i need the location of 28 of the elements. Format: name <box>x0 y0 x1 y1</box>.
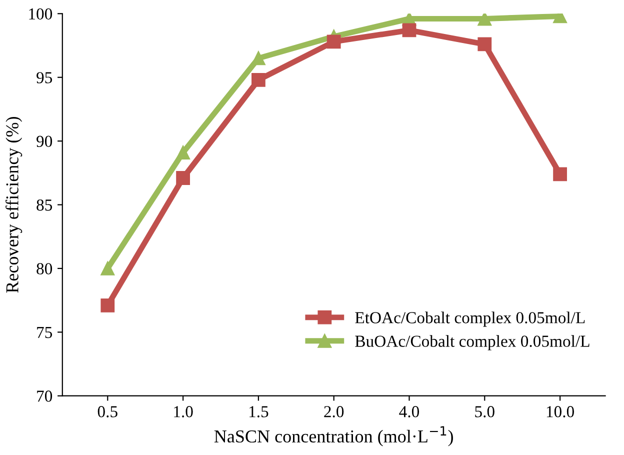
point <box>326 34 341 49</box>
x-axis-title: NaSCN concentration (mol·L$^{−1}$) <box>214 426 453 446</box>
y-tick-label: 95 <box>36 72 52 84</box>
y-tick-label: 85 <box>36 199 52 211</box>
point <box>478 37 492 52</box>
y-tick-label: 80 <box>36 263 52 274</box>
point <box>553 167 567 182</box>
point <box>176 146 190 160</box>
point <box>402 23 416 38</box>
x-tick-label: 1.0 <box>174 406 193 418</box>
x-tick-label: 2.0 <box>324 406 344 418</box>
point <box>100 262 115 276</box>
legend-label: EtOAc/Cobalt complex 0.05mol/L <box>355 312 585 327</box>
point <box>100 298 115 312</box>
x-tick-label: 5.0 <box>475 406 494 418</box>
y-tick-label: 70 <box>37 390 52 402</box>
legend-label: BuOAc/Cobalt complex 0.05mol/L <box>355 335 590 350</box>
x-tick-label: 0.5 <box>98 406 118 418</box>
point <box>176 171 190 185</box>
x-tick-label: 1.5 <box>249 406 268 418</box>
y-axis-title: Recovery efficiency (%) <box>6 116 22 293</box>
y-tick-label: 100 <box>29 8 52 20</box>
x-tick-label: 4.0 <box>399 406 420 418</box>
y-tick-label: 75 <box>37 327 52 338</box>
y-tick-label: 90 <box>36 136 52 147</box>
point <box>478 14 492 26</box>
point <box>251 72 266 87</box>
x-tick-label: 10.0 <box>546 406 574 418</box>
